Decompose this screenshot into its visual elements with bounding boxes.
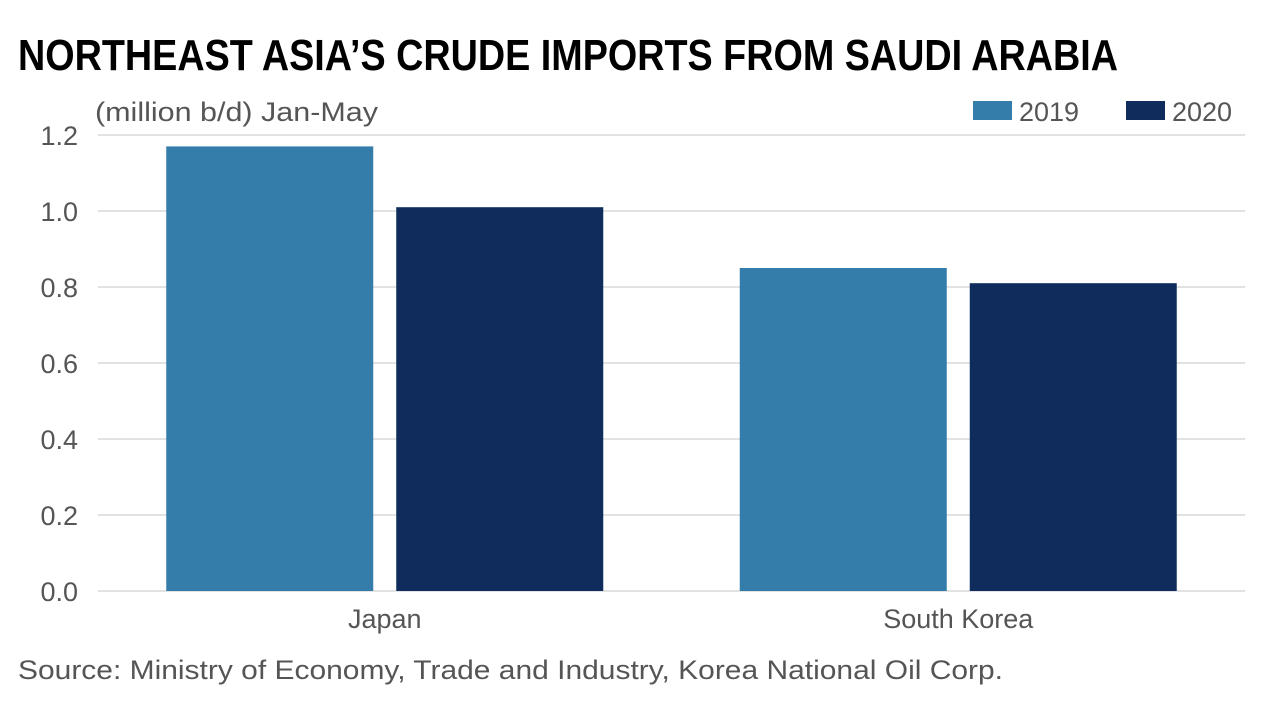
chart-title: NORTHEAST ASIA’S CRUDE IMPORTS FROM SAUD… xyxy=(18,31,1118,80)
source-note: Source: Ministry of Economy, Trade and I… xyxy=(18,655,1003,685)
legend: 2019 2020 xyxy=(973,97,1232,127)
y-tick-label: 0.4 xyxy=(40,425,78,455)
x-tick-label: South Korea xyxy=(883,604,1034,634)
legend-label: 2019 xyxy=(1019,97,1079,127)
y-tick-label: 0.8 xyxy=(40,273,78,303)
legend-swatch-2019 xyxy=(973,101,1012,120)
y-tick-label: 0.2 xyxy=(40,501,78,531)
bars xyxy=(166,146,1177,591)
y-tick-label: 1.0 xyxy=(40,197,78,227)
legend-label: 2020 xyxy=(1172,97,1232,127)
bar-south-korea-2020 xyxy=(969,283,1177,591)
y-tick-label: 0.0 xyxy=(40,577,78,607)
y-tick-label: 0.6 xyxy=(40,349,78,379)
bar-japan-2020 xyxy=(396,207,604,591)
y-tick-label: 1.2 xyxy=(40,121,78,151)
y-axis: 0.0 0.2 0.4 0.6 0.8 1.0 1.2 xyxy=(40,121,78,607)
x-tick-label: Japan xyxy=(348,604,422,634)
legend-swatch-2020 xyxy=(1126,101,1165,120)
bar-japan-2019 xyxy=(166,146,374,591)
unit-label: (million b/d) Jan-May xyxy=(95,97,379,127)
x-axis: Japan South Korea xyxy=(348,604,1034,634)
bar-south-korea-2019 xyxy=(739,268,947,591)
